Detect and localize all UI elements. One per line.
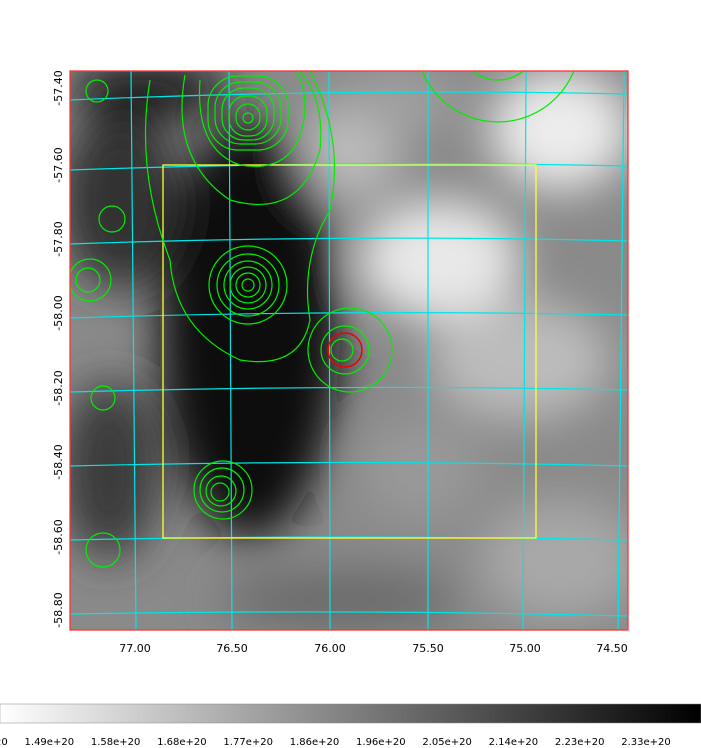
colorbar-label: 1.68e+20 (157, 737, 207, 748)
colorbar-label: 1.49e+20 (25, 737, 75, 748)
x-tick-label: 74.50 (596, 642, 628, 655)
colorbar-label: 2.14e+20 (489, 737, 539, 748)
source-region (327, 332, 363, 368)
y-tick-label: -58.40 (52, 444, 65, 479)
y-tick-label: -57.60 (52, 147, 65, 182)
x-tick-label: 75.00 (509, 642, 541, 655)
x-tick-label: 77.00 (119, 642, 151, 655)
y-tick-label: -58.20 (52, 370, 65, 405)
colorbar-label: 1.86e+20 (290, 737, 340, 748)
sky-image (70, 71, 628, 630)
colorbar (0, 703, 701, 724)
colorbar-label: 1.58e+20 (91, 737, 141, 748)
colorbar-label: 1.39e+20 (0, 737, 8, 748)
y-tick-label: -57.40 (52, 70, 65, 105)
x-tick-label: 76.50 (216, 642, 248, 655)
region-box (162, 164, 537, 539)
y-tick-label: -58.80 (52, 592, 65, 627)
y-tick-label: -57.80 (52, 221, 65, 256)
y-tick-label: -58.60 (52, 519, 65, 554)
x-tick-label: 76.00 (314, 642, 346, 655)
colorbar-label: 1.96e+20 (356, 737, 406, 748)
colorbar-label: 1.77e+20 (223, 737, 273, 748)
y-tick-label: -58.00 (52, 295, 65, 330)
colorbar-label: 2.33e+20 (621, 737, 671, 748)
frame-border (69, 70, 629, 631)
colorbar-label: 2.23e+20 (555, 737, 605, 748)
contours (70, 71, 575, 568)
colorbar-label: 2.05e+20 (422, 737, 472, 748)
x-tick-label: 75.50 (412, 642, 444, 655)
